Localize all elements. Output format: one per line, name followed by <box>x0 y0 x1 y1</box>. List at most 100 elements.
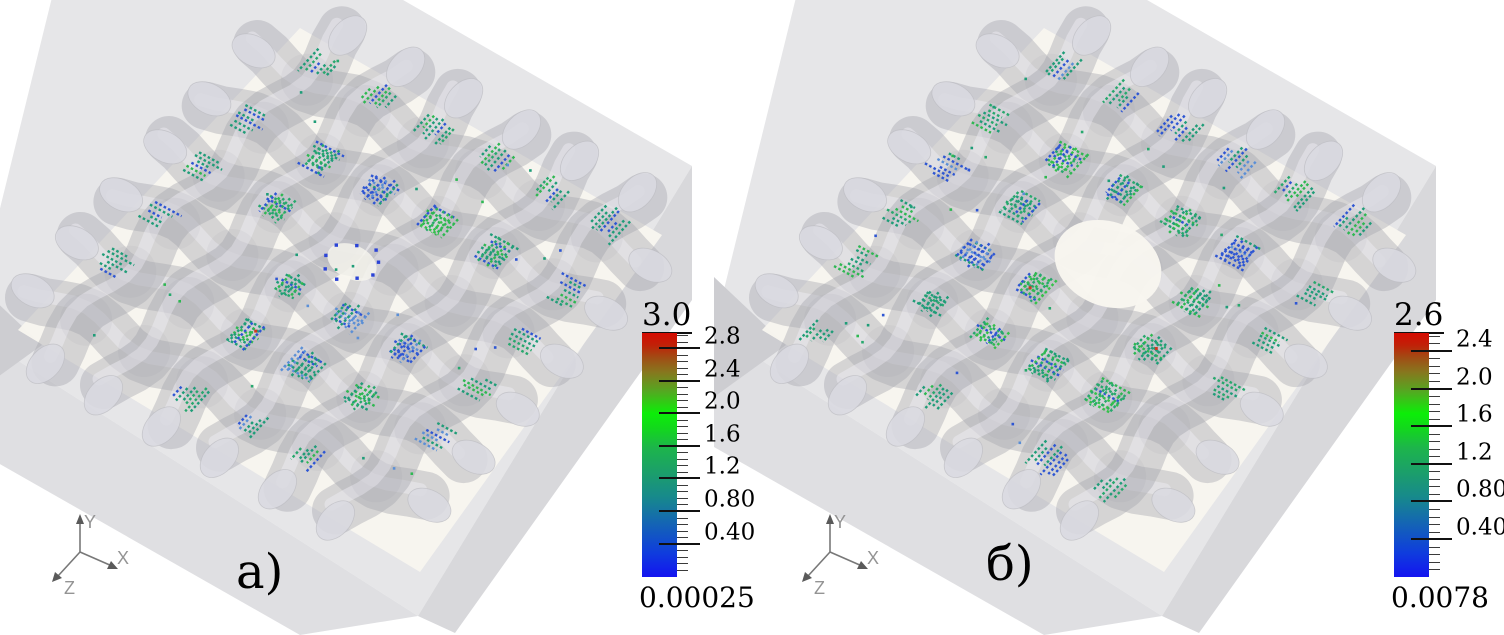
colorbar-ticks: 0.40 0.80 1.2 1.6 2.0 2.4 2.8 <box>659 325 767 577</box>
colorbar-minor-tick <box>677 452 688 454</box>
axis-arrows <box>52 514 118 582</box>
colorbar-major-tick <box>659 379 700 382</box>
colorbar-major-tick <box>1411 462 1452 465</box>
colorbar-minor-tick <box>1429 478 1440 480</box>
colorbar-minor-tick <box>1429 509 1440 510</box>
colorbar-major-tick <box>659 347 700 350</box>
colorbar-minor-tick <box>1429 546 1440 548</box>
colorbar-minor-tick <box>1429 554 1440 556</box>
colorbar-minor-tick <box>1429 448 1440 450</box>
colorbar-minor-tick <box>677 400 688 402</box>
colorbar-min-label: 0.0078 <box>1391 581 1489 614</box>
z-arrowhead-icon <box>802 572 812 582</box>
colorbar-gradient <box>642 333 677 577</box>
z-arrowhead-icon <box>52 572 62 582</box>
colorbar-major-tick <box>1411 425 1452 428</box>
axis-z-label: Z <box>814 578 825 598</box>
colorbar-minor-tick <box>1429 493 1440 495</box>
colorbar-tick-label: 1.6 <box>1456 401 1493 428</box>
colorbar-minor-tick <box>1429 365 1440 367</box>
colorbar-minor-tick <box>677 426 688 428</box>
colorbar-major-tick <box>659 477 700 480</box>
colorbar-minor-tick <box>677 517 688 519</box>
panel-label-b: б) <box>986 536 1034 592</box>
colorbar-minor-tick <box>677 491 688 493</box>
colorbar-minor-tick <box>677 471 688 473</box>
colorbar-min-label: 0.00025 <box>639 581 755 614</box>
colorbar-minor-tick <box>1429 373 1440 375</box>
colorbar-minor-tick <box>677 550 688 551</box>
colorbar-minor-tick <box>1429 433 1440 435</box>
colorbar-tick-label: 2.4 <box>704 356 741 383</box>
colorbar-tick-label: 1.6 <box>704 421 741 448</box>
colorbar-tick-label: 2.0 <box>1456 364 1493 390</box>
colorbar-minor-tick <box>677 374 688 376</box>
colorbar-minor-tick <box>677 465 688 467</box>
colorbar-minor-tick <box>677 458 688 460</box>
colorbar-major-tick <box>659 509 700 512</box>
colorbar-major-tick <box>1411 387 1452 390</box>
colorbar-minor-tick <box>677 354 688 356</box>
colorbar-minor-tick <box>677 432 688 434</box>
colorbar-minor-tick <box>677 530 688 532</box>
axis-y-label: Y <box>834 512 846 532</box>
colorbar-major-tick <box>659 444 700 447</box>
colorbar-minor-tick <box>677 361 688 363</box>
colorbar-minor-tick <box>1429 358 1440 360</box>
colorbar-minor-tick <box>1429 561 1440 563</box>
colorbar-minor-tick <box>1429 486 1440 488</box>
colorbar-major-tick <box>1411 538 1452 541</box>
colorbar-minor-tick <box>1429 531 1440 533</box>
panel-label-a: а) <box>236 544 284 600</box>
axis-x-label: X <box>867 548 879 568</box>
axis-z-label: Z <box>64 578 75 598</box>
x-arrowhead-icon <box>107 561 118 569</box>
colorbar-minor-tick <box>677 537 688 538</box>
colorbar-tick-label: 0.80 <box>1456 476 1504 503</box>
colorbar-minor-tick <box>1429 456 1440 458</box>
colorbar-gradient <box>1394 333 1429 577</box>
colorbar-tick-label: 2.8 <box>704 323 741 350</box>
colorbar-minor-tick <box>677 367 688 369</box>
x-arrowhead-icon <box>857 561 868 569</box>
orientation-axes-a: Y X Z <box>52 512 129 598</box>
colorbar-minor-tick <box>1429 411 1440 413</box>
axis-x-label: X <box>117 548 129 568</box>
colorbar-minor-tick <box>1429 403 1440 405</box>
colorbar-minor-tick <box>1429 343 1440 345</box>
colorbar-minor-tick <box>1429 396 1440 397</box>
colorbar-minor-tick <box>677 524 688 525</box>
colorbar-a: 3.0 0.40 0.80 1.2 1.6 2.0 2.4 2.8 0.00025 <box>639 297 772 635</box>
colorbar-minor-tick <box>1429 418 1440 420</box>
colorbar-tick-label: 0.40 <box>704 519 756 545</box>
colorbar-ticks: 0.40 0.80 1.2 1.6 2.0 2.4 <box>1411 328 1504 577</box>
colorbar-minor-tick <box>677 569 688 571</box>
colorbar-minor-tick <box>1429 569 1440 571</box>
colorbar-minor-tick <box>1429 471 1440 473</box>
colorbar-minor-tick <box>1429 441 1440 443</box>
colorbar-minor-tick <box>677 341 688 343</box>
colorbar-minor-tick <box>677 484 688 486</box>
viewport-panel-b <box>714 0 1436 635</box>
colorbar-tick-label: 2.0 <box>704 388 741 415</box>
colorbar-tick-label: 0.40 <box>1456 514 1504 541</box>
colorbar-max-label: 3.0 <box>642 297 692 333</box>
axis-arrows <box>802 514 868 582</box>
colorbar-minor-tick <box>1429 524 1440 525</box>
colorbar-minor-tick <box>1429 380 1440 382</box>
colorbar-b: 2.6 0.40 0.80 1.2 1.6 2.0 2.4 0.0078 <box>1391 300 1504 635</box>
viewport-panel-a <box>0 0 692 635</box>
axis-y-label: Y <box>84 512 96 532</box>
colorbar-minor-tick <box>1429 516 1440 518</box>
colorbar-minor-tick <box>677 393 688 395</box>
colorbar-tick-label: 2.4 <box>1456 326 1493 353</box>
y-arrowhead-icon <box>826 514 834 524</box>
orientation-axes-b: Y X Z <box>802 512 879 598</box>
colorbar-tick-label: 1.2 <box>704 453 741 480</box>
colorbar-major-tick <box>659 542 700 545</box>
colorbar-minor-tick <box>677 406 688 408</box>
y-arrowhead-icon <box>76 514 84 524</box>
colorbar-minor-tick <box>677 335 688 337</box>
colorbar-major-tick <box>659 412 700 415</box>
